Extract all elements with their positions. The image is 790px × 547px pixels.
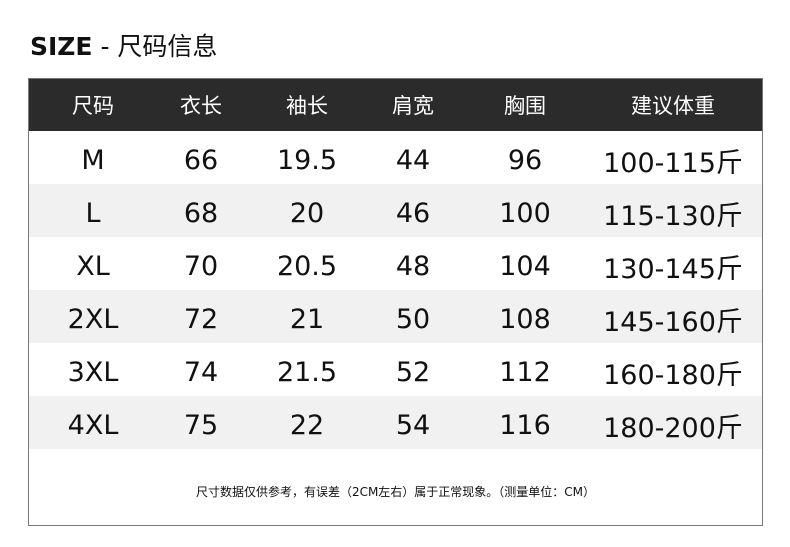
column-header: 建议体重 [631, 94, 715, 118]
title-suffix: - 尺码信息 [92, 32, 218, 61]
table-cell: 3XL [67, 357, 119, 388]
table-cell: 160-180斤 [603, 360, 743, 391]
column-header: 衣长 [180, 94, 222, 118]
column-header: 胸围 [504, 94, 546, 118]
table-cell: 100-115斤 [603, 148, 743, 179]
table-row: L 68 20 46 100 115-130斤 [29, 184, 762, 237]
table-row: 4XL 75 22 54 116 180-200斤 [29, 396, 762, 449]
table-row: 3XL 74 21.5 52 112 160-180斤 [29, 343, 762, 396]
column-header: 袖长 [286, 94, 328, 118]
table-row: M 66 19.5 44 96 100-115斤 [29, 131, 762, 184]
page-title: SIZE - 尺码信息 [30, 30, 217, 64]
table-row: 2XL 72 21 50 108 145-160斤 [29, 290, 762, 343]
table-cell: 66 [183, 145, 219, 176]
table-cell: 96 [507, 145, 543, 176]
column-header: 尺码 [72, 94, 114, 118]
table-cell: 48 [395, 251, 431, 282]
title-prefix: SIZE [30, 32, 93, 61]
table-cell: 130-145斤 [603, 254, 743, 285]
table-cell: 104 [499, 251, 551, 282]
table-cell: 108 [499, 304, 551, 335]
table-cell: 21.5 [276, 357, 338, 388]
table-cell: 20 [289, 198, 325, 229]
table-cell: 20.5 [276, 251, 338, 282]
column-header: 肩宽 [392, 94, 434, 118]
table-cell: 54 [395, 410, 431, 441]
table-cell: 74 [183, 357, 219, 388]
table-cell: XL [76, 251, 110, 282]
table-cell: 180-200斤 [603, 413, 743, 444]
table-cell: 112 [499, 357, 551, 388]
table-cell: 75 [183, 410, 219, 441]
table-cell: 52 [395, 357, 431, 388]
table-cell: M [81, 145, 105, 176]
table-header: 尺码 衣长 袖长 肩宽 胸围 建议体重 [29, 79, 762, 131]
table-row: XL 70 20.5 48 104 130-145斤 [29, 237, 762, 290]
table-cell: 68 [183, 198, 219, 229]
table-cell: 21 [289, 304, 325, 335]
table-cell: 2XL [67, 304, 119, 335]
footnote: 尺寸数据仅供参考，有误差（2CM左右）属于正常现象。（测量单位：CM） [195, 485, 596, 499]
table-cell: 19.5 [276, 145, 338, 176]
table-cell: 72 [183, 304, 219, 335]
table-cell: 44 [395, 145, 431, 176]
table-cell: 22 [289, 410, 325, 441]
table-cell: 115-130斤 [603, 201, 743, 232]
table-cell: 145-160斤 [603, 307, 743, 338]
table-cell: 46 [395, 198, 431, 229]
size-table: 尺码 衣长 袖长 肩宽 胸围 建议体重 M 66 19.5 44 96 100-115斤 L 68 20 4… [28, 78, 763, 526]
table-cell: 50 [395, 304, 431, 335]
table-cell: 70 [183, 251, 219, 282]
table-cell: 116 [499, 410, 551, 441]
table-cell: 4XL [67, 410, 119, 441]
table-cell: L [85, 198, 101, 229]
table-cell: 100 [499, 198, 551, 229]
